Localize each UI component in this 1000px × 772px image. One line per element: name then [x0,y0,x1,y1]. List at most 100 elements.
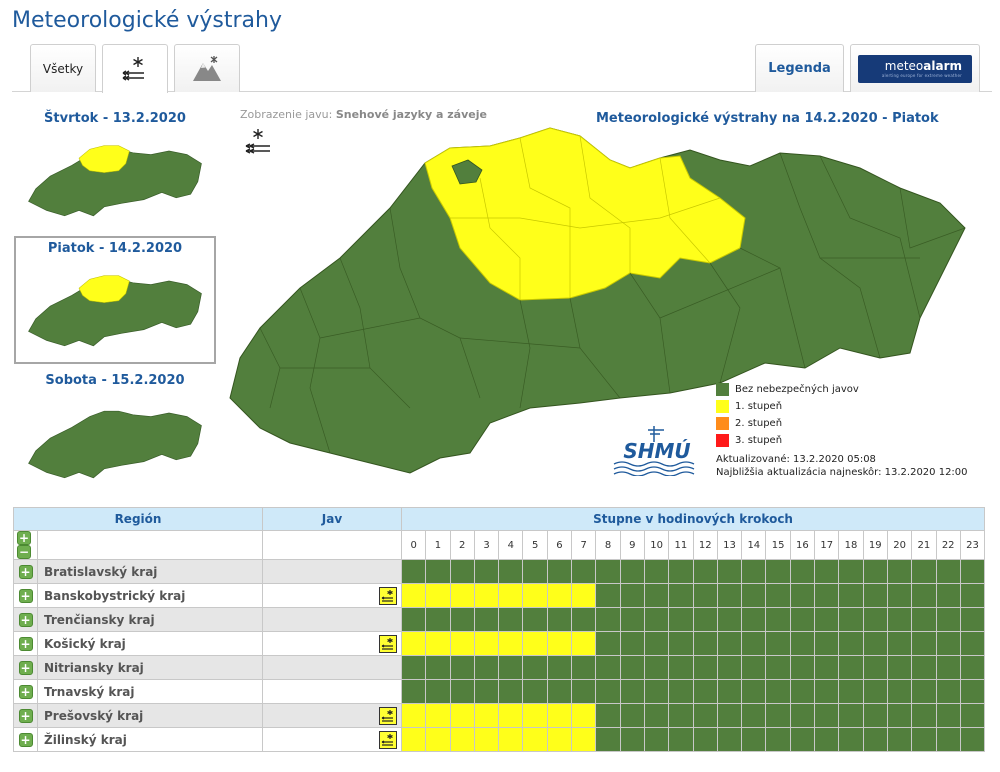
hour-header: 11 [668,530,694,560]
hour-level-cell [400,655,427,680]
day-box-saturday[interactable]: Sobota - 15.2.2020 [14,370,216,486]
hour-level-cell [643,655,670,680]
phenomenon-cell [262,607,402,632]
hour-level-cell [619,559,645,584]
legend-swatch [716,434,729,447]
hour-level-cell [959,583,986,608]
hour-level-cell [789,583,816,608]
display-phenomenon-label: Zobrazenie javu: Snehové jazyky a záveje [240,108,487,121]
hour-header: 16 [789,530,816,560]
region-row[interactable]: + Bratislavský kraj [13,559,986,584]
hour-level-cell [765,631,791,656]
hour-level-cell [862,655,888,680]
expand-region-button[interactable]: + [18,588,33,603]
hour-header: 12 [692,530,718,560]
day-box-thursday[interactable]: Štvrtok - 13.2.2020 [14,108,216,224]
hour-level-cell [741,631,767,656]
tab-meteoalarm[interactable]: meteoalarm alerting europe for extreme w… [850,44,980,92]
day-label: Štvrtok - 13.2.2020 [44,111,186,126]
mini-map-saturday[interactable] [25,394,205,486]
legend-item: Bez nebezpečných javov [716,381,859,398]
collapse-all-button[interactable]: − [17,545,31,559]
hour-level-cell [838,559,864,584]
next-update-time: Najbližšia aktualizácia najneskôr: 13.2.… [716,467,968,478]
hour-level-cell [741,727,767,752]
hour-level-cell [449,727,475,752]
expand-all-button[interactable]: + [17,531,31,545]
hour-level-cell [862,583,888,608]
snow-drift-warning-icon[interactable] [379,635,397,653]
hour-level-cell [789,559,816,584]
meteoalarm-subline: alerting europe for extreme weather [881,73,962,78]
hour-header: 13 [716,530,743,560]
expand-region-button[interactable]: + [18,708,33,723]
hour-level-cell [473,703,500,728]
expand-region-button[interactable]: + [18,660,33,675]
day-label: Piatok - 14.2.2020 [47,241,183,256]
hour-level-cell [716,559,743,584]
hour-level-cell [571,679,597,704]
avalanche-icon [193,55,221,81]
hour-level-cell [765,559,791,584]
region-row[interactable]: + Košický kraj [13,631,986,656]
hour-level-cell [498,655,524,680]
region-row[interactable]: + Nitriansky kraj [13,655,986,680]
tab-avalanche[interactable] [174,44,240,92]
hour-level-cell [643,631,670,656]
table-header-row: Región Jav Stupne v hodinových krokoch [13,507,986,531]
mini-map-friday[interactable] [25,262,205,354]
mini-map-thursday[interactable] [25,132,205,224]
hour-level-cell [571,583,597,608]
expand-region-button[interactable]: + [18,732,33,747]
tab-legend[interactable]: Legenda [755,44,844,92]
hour-header: 7 [571,530,597,560]
hour-level-cell [741,703,767,728]
snow-drift-warning-icon[interactable] [379,731,397,749]
region-row[interactable]: + Banskobystrický kraj [13,583,986,608]
hour-level-cell [765,679,791,704]
region-name: Prešovský kraj [37,703,263,728]
hour-level-cell [814,727,840,752]
hour-level-cell [959,703,986,728]
legend-item: 1. stupeň [716,398,859,415]
snow-drift-warning-icon[interactable] [379,587,397,605]
tab-all[interactable]: Všetky [30,44,96,92]
region-row[interactable]: + Trenčiansky kraj [13,607,986,632]
phenomenon-cell [262,631,402,656]
legend-label: Bez nebezpečných javov [735,384,859,395]
hour-level-cell [911,655,937,680]
expand-region-button[interactable]: + [18,612,33,627]
phenomenon-cell [262,703,402,728]
hour-level-cell [643,607,670,632]
hour-header: 1 [425,530,451,560]
slovakia-warning-map[interactable] [220,108,980,488]
hour-level-cell [716,679,743,704]
expand-cell: + [13,703,38,728]
expand-region-button[interactable]: + [18,684,33,699]
expand-region-button[interactable]: + [18,636,33,651]
meteoalarm-word-a: meteo [884,59,924,73]
hour-level-cell [595,703,621,728]
tab-bar: Všetky Legenda meteoalarm alerting europ… [0,44,1000,93]
hour-level-cell [571,655,597,680]
hour-header: 14 [741,530,767,560]
snow-drift-warning-icon[interactable] [379,707,397,725]
tab-snow[interactable] [102,44,168,93]
hour-level-cell [692,631,718,656]
hour-level-cell [814,655,840,680]
hour-level-cell [935,583,961,608]
hour-level-cell [668,631,694,656]
region-row[interactable]: + Trnavský kraj [13,679,986,704]
phenomenon-cell [262,679,402,704]
region-row[interactable]: + Žilinský kraj [13,727,986,752]
expand-region-button[interactable]: + [18,564,33,579]
hour-level-cell [765,607,791,632]
hour-level-cell [425,703,451,728]
hour-header: 8 [595,530,621,560]
hour-header: 23 [959,530,986,560]
region-row[interactable]: + Prešovský kraj [13,703,986,728]
legend-swatch [716,383,729,396]
hour-level-cell [886,727,913,752]
day-box-friday[interactable]: Piatok - 14.2.2020 [14,236,216,364]
hour-level-cell [838,607,864,632]
